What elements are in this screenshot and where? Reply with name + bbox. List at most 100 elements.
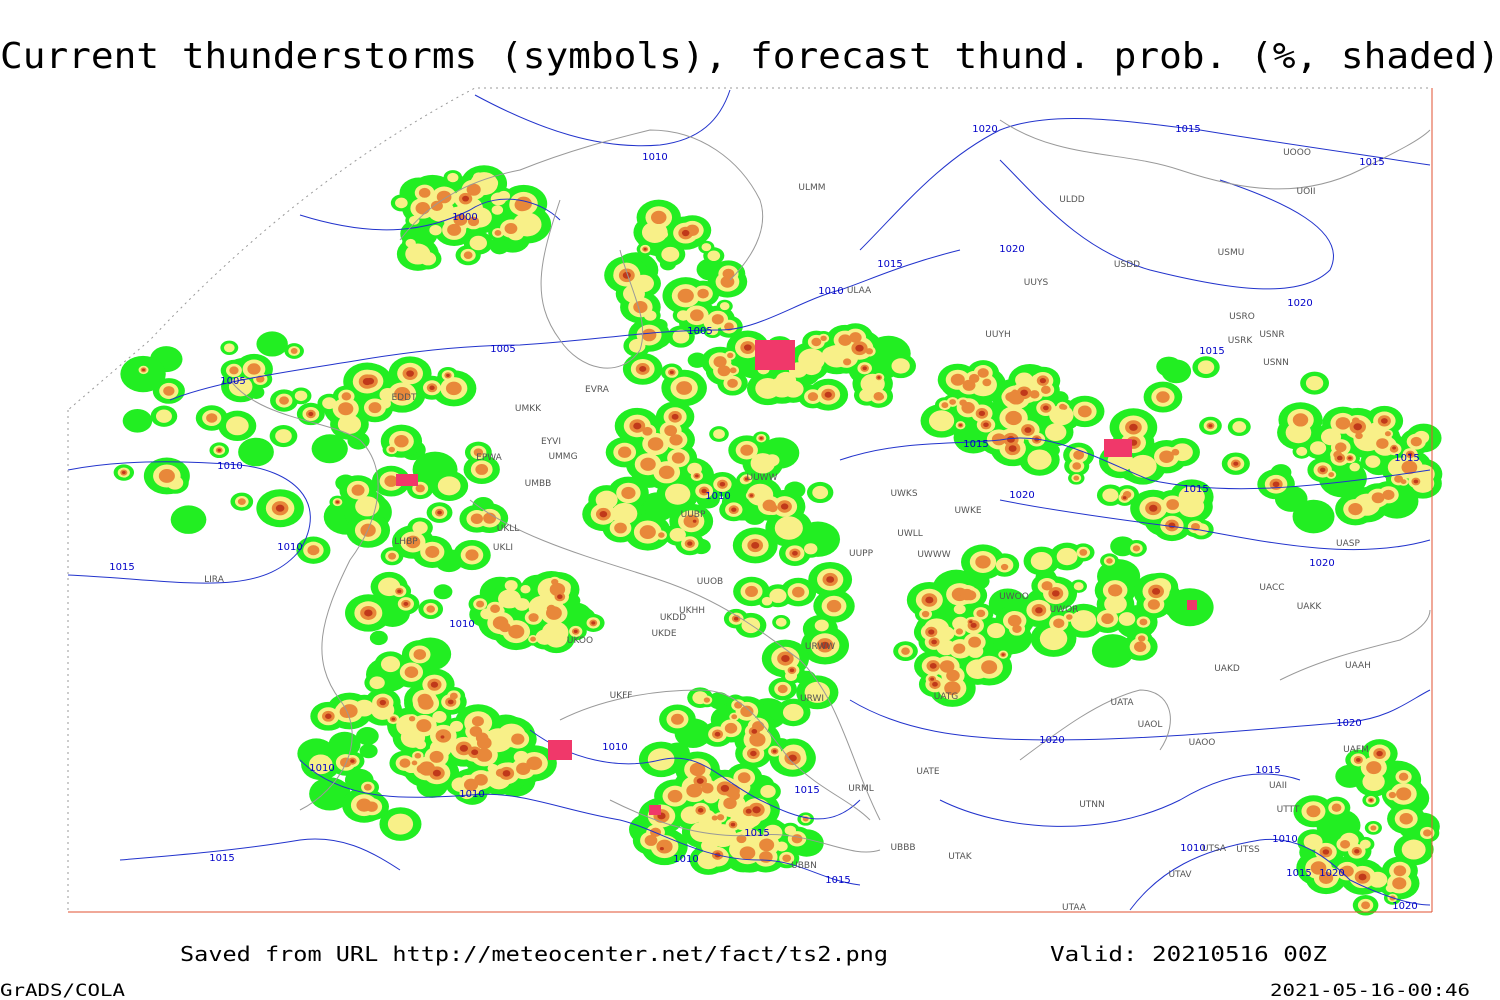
shade-top xyxy=(1035,607,1043,614)
shade-top xyxy=(752,806,761,814)
shade-high xyxy=(445,381,462,396)
shade-top xyxy=(743,344,752,351)
coastline xyxy=(469,499,881,821)
shade-high xyxy=(1012,624,1022,633)
shade-high xyxy=(1328,472,1335,478)
isobar xyxy=(119,838,401,871)
shade-high xyxy=(416,719,432,733)
shade-top xyxy=(824,391,832,398)
shade-mid xyxy=(405,243,431,265)
station-label: UWWW xyxy=(917,550,950,560)
shade-high xyxy=(941,402,949,409)
shade-mid xyxy=(672,329,690,344)
shade-mid xyxy=(611,502,638,525)
shade-high xyxy=(1041,581,1053,591)
shade-top xyxy=(772,749,777,753)
isobar xyxy=(839,437,1431,490)
shade-low xyxy=(359,743,378,759)
shade-low xyxy=(369,630,388,646)
shade-high xyxy=(394,435,409,448)
isobar-label: 1010 xyxy=(602,742,627,753)
shade-top xyxy=(591,621,596,625)
isobar-label: 1015 xyxy=(209,853,234,864)
shade-high xyxy=(405,535,421,549)
shade-top xyxy=(643,247,647,251)
shade-high xyxy=(1393,865,1407,877)
shade-mid xyxy=(520,584,531,594)
shade-top xyxy=(930,677,935,681)
shade-mid xyxy=(1118,612,1136,626)
shade-high xyxy=(430,200,443,212)
isobar-label: 1010 xyxy=(449,619,474,630)
shade-high xyxy=(727,378,738,388)
coastline xyxy=(559,689,871,821)
shade-mid xyxy=(719,302,730,311)
shade-high xyxy=(949,399,956,405)
station-label: UWKE xyxy=(954,506,981,516)
shade-low xyxy=(687,352,707,368)
shade-top xyxy=(855,344,864,352)
isobar xyxy=(169,249,961,401)
shade-high xyxy=(975,555,991,569)
shade-mid xyxy=(804,543,818,555)
shade-high xyxy=(1392,877,1407,890)
station-label: UMBB xyxy=(525,479,552,489)
shade-high xyxy=(1073,475,1080,481)
shade-mid xyxy=(429,225,442,236)
shade-mid xyxy=(644,310,657,321)
shade-low xyxy=(1292,499,1335,534)
shade-top xyxy=(437,510,442,515)
shade-mid xyxy=(953,604,966,615)
shade-top xyxy=(430,681,439,688)
shade-top xyxy=(1042,405,1049,411)
isobar-label: 1010 xyxy=(705,491,730,502)
station-label: UWKS xyxy=(890,489,917,499)
shade-high xyxy=(618,446,632,458)
shade-low xyxy=(122,409,153,433)
station-label: ULMM xyxy=(798,183,825,193)
shade-mid xyxy=(371,700,395,720)
shade-high xyxy=(388,446,396,453)
station-label: UATG xyxy=(934,692,959,702)
shade-top xyxy=(1336,455,1343,461)
shade-top xyxy=(391,717,396,721)
shade-high xyxy=(683,514,699,528)
station-label: UKDE xyxy=(651,629,676,639)
shade-high xyxy=(549,582,566,597)
shade-high xyxy=(981,660,998,675)
shade-high xyxy=(792,586,805,598)
shade-mid xyxy=(775,617,787,627)
station-label: UMMG xyxy=(548,452,577,462)
shade-high xyxy=(701,783,714,794)
shade-high xyxy=(946,669,960,682)
shade-top xyxy=(1407,452,1413,457)
shade-high xyxy=(526,756,543,771)
shade-high xyxy=(1384,431,1391,437)
shade-high xyxy=(737,772,751,784)
shade-mid xyxy=(1039,627,1068,651)
shade-high xyxy=(473,448,484,457)
shade-high xyxy=(466,183,481,196)
shade-high xyxy=(1066,614,1073,620)
shade-top xyxy=(429,385,435,391)
isobar-label: 1020 xyxy=(1009,490,1034,501)
shade-high xyxy=(237,498,246,506)
shade-top xyxy=(573,629,578,634)
shade-high xyxy=(504,223,518,235)
shade-high xyxy=(921,610,930,618)
station-label: UAFM xyxy=(1343,745,1369,755)
shade-mid xyxy=(223,343,235,353)
isobar-label: 1020 xyxy=(1287,298,1312,309)
shade-mid xyxy=(551,626,562,636)
station-label: UAOL xyxy=(1138,720,1163,730)
shade-high xyxy=(495,768,506,777)
shade-high xyxy=(1108,584,1123,597)
shade-top xyxy=(1358,873,1367,881)
station-label: URWI xyxy=(800,694,824,704)
shade-mid xyxy=(1305,375,1324,391)
shade-mid xyxy=(1365,455,1381,468)
shade-mid xyxy=(1129,454,1157,478)
shade-high xyxy=(1352,417,1360,424)
station-label: EDDT xyxy=(391,393,417,403)
